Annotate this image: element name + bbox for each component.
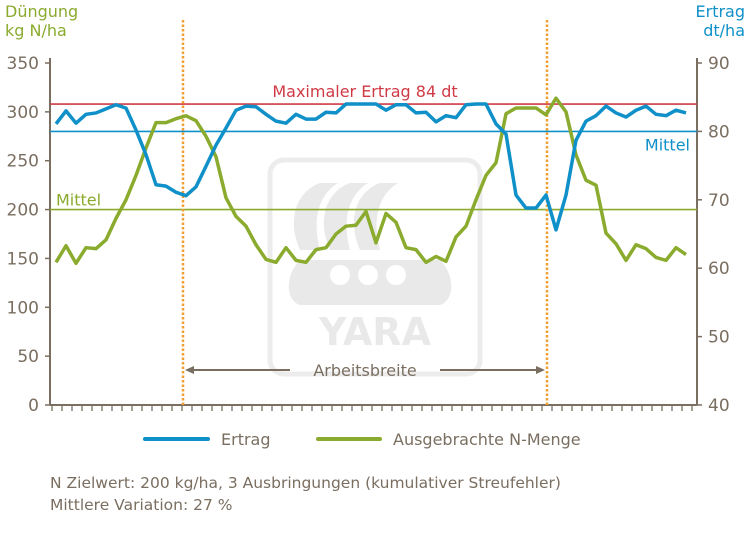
legend: Ertrag Ausgebrachte N-Menge [143,430,581,449]
watermark-text: YARA [318,310,432,354]
left-tick-label: 200 [7,201,39,221]
arbeitsbreite-annotation: Arbeitsbreite [185,361,545,380]
footer-line-2: Mittlere Variation: 27 % [50,496,232,514]
left-tick-label: 50 [17,347,39,367]
legend-label-ertrag: Ertrag [221,430,271,449]
arrowhead-left-icon [185,366,194,374]
right-tick-label: 80 [708,122,730,142]
left-tick-label: 100 [7,298,39,318]
right-tick-label: 70 [708,191,730,211]
left-axis-title-1: Düngung [5,2,78,21]
reference-line-label: Mittel [56,191,101,210]
right-tick-label: 60 [708,259,730,279]
arrowhead-right-icon [536,366,545,374]
left-tick-label: 0 [28,396,39,416]
left-tick-label: 300 [7,103,39,123]
span-label: Arbeitsbreite [313,361,416,380]
series-line-n-menge [54,96,687,266]
reference-line-label: Mittel [645,135,690,154]
right-tick-label: 40 [708,396,730,416]
legend-label-n-menge: Ausgebrachte N-Menge [393,430,581,449]
yara-watermark-logo: YARA [267,157,483,377]
left-tick-label: 350 [7,54,39,74]
reference-line-label: Maximaler Ertrag 84 dt [272,82,457,101]
left-tick-label: 150 [7,249,39,269]
right-tick-label: 90 [708,54,730,74]
left-axis-title-2: kg N/ha [5,21,67,40]
series-line-ertrag [54,102,687,232]
right-axis-title-1: Ertrag [696,2,746,21]
right-axis-title-2: dt/ha [703,21,745,40]
footer-line-1: N Zielwert: 200 kg/ha, 3 Ausbringungen (… [50,474,561,492]
left-tick-label: 250 [7,152,39,172]
right-tick-label: 50 [708,328,730,348]
